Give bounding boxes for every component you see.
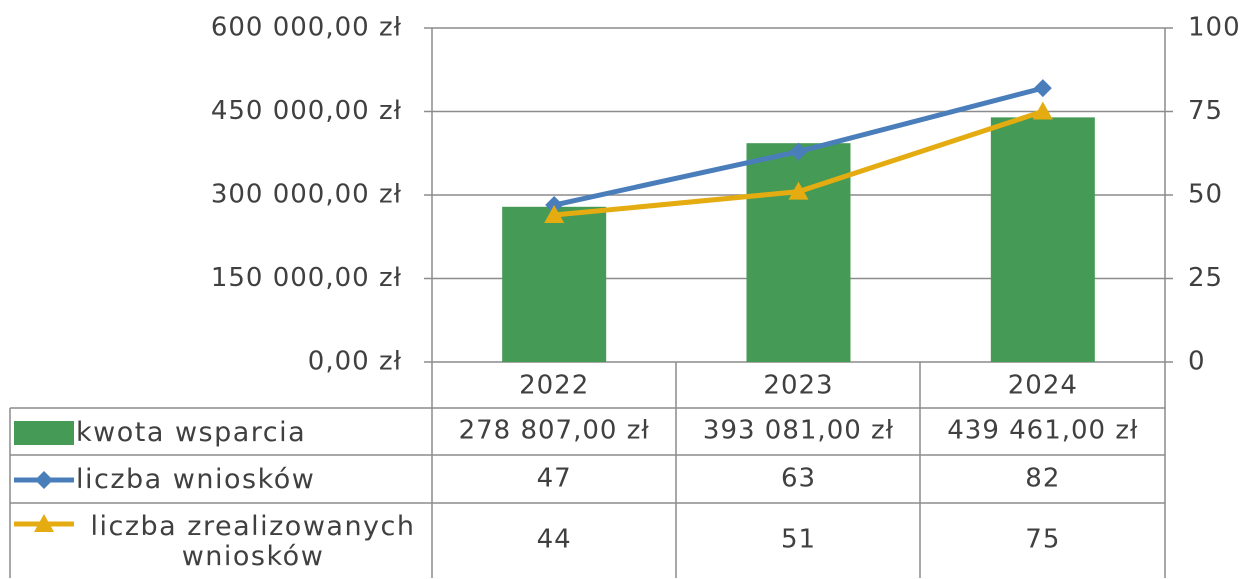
y-tick-label: 300 000,00 zł [211,180,402,210]
y-tick-label: 450 000,00 zł [211,96,402,126]
swatch-marker [35,471,53,489]
y2-tick-label: 0 [1188,347,1206,377]
table-cell: 51 [781,525,816,555]
swatch-marker [34,514,54,532]
x-tick-label: 2022 [519,371,589,401]
table-cell: 75 [1025,525,1060,555]
y2-tick-label: 75 [1188,96,1223,126]
marker [789,142,808,161]
marker [788,181,809,200]
legend-label: kwota wsparcia [76,417,307,448]
y-tick-label: 600 000,00 zł [211,13,402,43]
marker [1033,79,1052,98]
marker [545,196,564,215]
legend-entry: kwota wsparcia [12,410,430,456]
table-cell: 278 807,00 zł [459,416,650,446]
marker [544,205,565,224]
legend-swatch [14,514,74,532]
legend-entry: liczba wniosków [12,457,430,503]
y-tick-label: 150 000,00 zł [211,263,402,293]
bar [502,206,607,362]
legend-entry: liczba zrealizowanych wniosków [12,505,430,578]
legend-label: liczba zrealizowanych wniosków [90,510,416,572]
x-tick-label: 2023 [763,371,833,401]
y2-tick-label: 25 [1188,263,1223,293]
bar [990,117,1095,363]
table-grid [9,28,1166,578]
table-cell: 63 [781,464,816,494]
legend-swatch [14,471,74,489]
y2-tick-label: 100 [1188,13,1240,43]
swatch [14,421,74,445]
table-cell: 82 [1025,464,1060,494]
y2-tick-label: 50 [1188,180,1223,210]
table-cell: 439 461,00 zł [947,416,1138,446]
table-cell: 47 [537,464,572,494]
table-cell: 44 [537,525,572,555]
marker [1032,101,1053,120]
x-tick-label: 2024 [1008,371,1078,401]
bar [746,143,851,362]
table-cell: 393 081,00 zł [703,416,894,446]
legend-label: liczba wniosków [76,464,316,495]
legend-swatch [14,421,74,445]
y-tick-label: 0,00 zł [308,347,402,377]
